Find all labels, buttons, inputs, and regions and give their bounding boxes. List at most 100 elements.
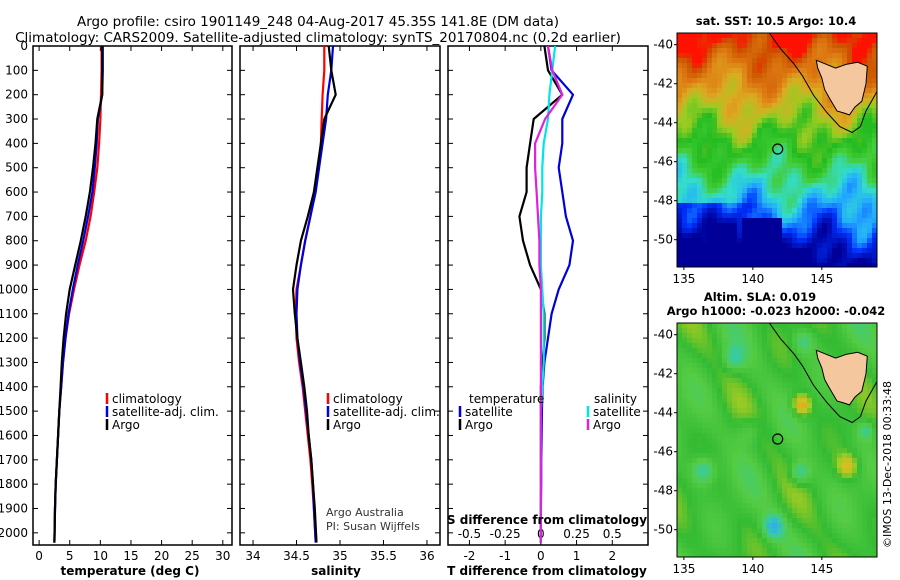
map-cell xyxy=(867,68,873,74)
map-cell xyxy=(727,183,733,189)
map-cell xyxy=(837,188,843,194)
map-cell xyxy=(682,418,688,424)
map-cell xyxy=(722,188,728,194)
map-cell xyxy=(817,388,823,394)
map-cell xyxy=(792,513,798,519)
map-cell xyxy=(722,503,728,509)
map-cell xyxy=(777,38,783,44)
map-cell xyxy=(817,393,823,399)
map-cell xyxy=(677,363,683,369)
map-cell xyxy=(852,33,858,39)
map-cell xyxy=(852,138,858,144)
map-cell xyxy=(692,523,698,529)
map-cell xyxy=(792,103,798,109)
map-cell xyxy=(857,258,863,264)
map-cell xyxy=(712,498,718,504)
map-cell xyxy=(752,88,758,94)
map-cell xyxy=(787,413,793,419)
map-cell xyxy=(737,428,743,434)
map-cell xyxy=(682,498,688,504)
map-cell xyxy=(717,123,723,129)
map-cell xyxy=(677,93,683,99)
map-cell xyxy=(677,333,683,339)
map-cell xyxy=(807,543,813,549)
map-cell xyxy=(762,193,768,199)
map-cell xyxy=(772,238,778,244)
map-cell xyxy=(862,208,868,214)
map-cell xyxy=(702,443,708,449)
map-cell xyxy=(852,178,858,184)
map-cell xyxy=(767,468,773,474)
map-cell xyxy=(797,323,803,329)
map-cell xyxy=(747,368,753,374)
map-cell xyxy=(752,513,758,519)
map-cell xyxy=(682,148,688,154)
map-cell xyxy=(722,458,728,464)
map-cell xyxy=(772,213,778,219)
map-cell xyxy=(802,418,808,424)
map-cell xyxy=(732,363,738,369)
map-cell xyxy=(762,528,768,534)
map-cell xyxy=(752,398,758,404)
map-cell xyxy=(812,408,818,414)
map-cell xyxy=(732,243,738,249)
map-cell xyxy=(702,468,708,474)
coastline xyxy=(768,33,877,134)
map-cell xyxy=(867,98,873,104)
map-cell xyxy=(677,53,683,59)
map-cell xyxy=(692,218,698,224)
map-cell xyxy=(782,323,788,329)
map-cell xyxy=(697,193,703,199)
map-cell xyxy=(767,503,773,509)
map-cell xyxy=(747,483,753,489)
map-cell xyxy=(692,123,698,129)
map-cell xyxy=(797,358,803,364)
map-cell xyxy=(682,468,688,474)
map-cell xyxy=(802,158,808,164)
map-cell xyxy=(742,378,748,384)
map-cell xyxy=(687,543,693,549)
map-cell xyxy=(807,438,813,444)
map-cell xyxy=(702,258,708,264)
map-cell xyxy=(857,203,863,209)
map-cell xyxy=(752,478,758,484)
map-cell xyxy=(742,203,748,209)
map-cell xyxy=(787,513,793,519)
map-cell xyxy=(732,448,738,454)
map-cell xyxy=(797,548,803,554)
map-cell xyxy=(727,123,733,129)
map-cell xyxy=(747,138,753,144)
map-cell xyxy=(757,523,763,529)
map-cell xyxy=(822,523,828,529)
map-cell xyxy=(817,143,823,149)
map-cell xyxy=(692,463,698,469)
map-cell xyxy=(777,228,783,234)
map-cell xyxy=(822,393,828,399)
map-cell xyxy=(707,448,713,454)
map-cell xyxy=(757,333,763,339)
map-cell xyxy=(787,138,793,144)
map-cell xyxy=(872,98,877,104)
map-cell xyxy=(867,163,873,169)
map-cell xyxy=(872,503,877,509)
map-cell xyxy=(702,413,708,419)
map-cell xyxy=(857,248,863,254)
map-cell xyxy=(777,518,783,524)
map-cell xyxy=(822,93,828,99)
map-cell xyxy=(697,143,703,149)
map-cell xyxy=(692,203,698,209)
map-cell xyxy=(757,138,763,144)
map-cell xyxy=(782,458,788,464)
map-cell xyxy=(867,193,873,199)
map-cell xyxy=(717,523,723,529)
map-cell xyxy=(752,78,758,84)
map-cell xyxy=(707,413,713,419)
map-cell xyxy=(697,48,703,54)
map-cell xyxy=(792,58,798,64)
map-cell xyxy=(817,48,823,54)
map-cell xyxy=(782,123,788,129)
map-cell xyxy=(777,378,783,384)
map-cell xyxy=(697,373,703,379)
map-cell xyxy=(827,438,833,444)
map-cell xyxy=(677,113,683,119)
